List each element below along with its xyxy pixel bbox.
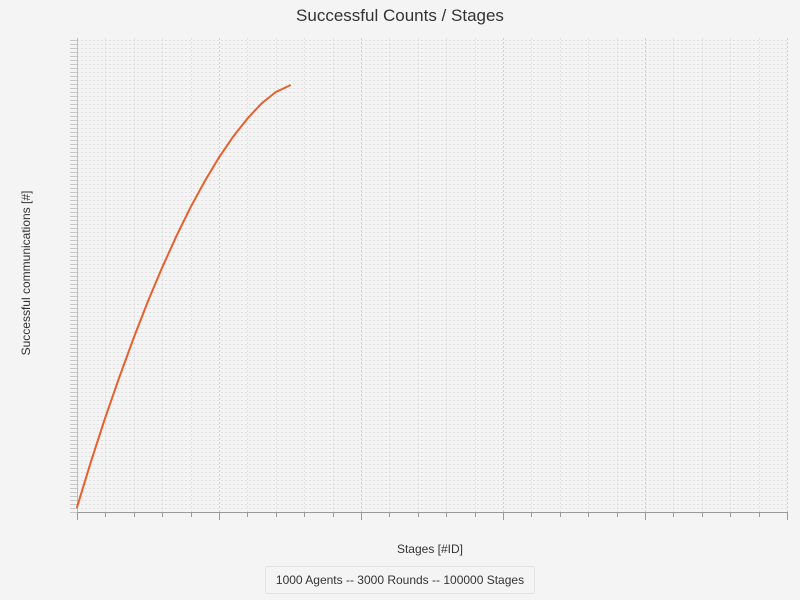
chart-title: Successful Counts / Stages	[296, 6, 504, 25]
series-line	[76, 84, 291, 509]
series-layer	[76, 84, 291, 509]
legend-item-label: 1000 Agents -- 3000 Rounds -- 100000 Sta…	[275, 573, 525, 587]
legend: 1000 Agents -- 3000 Rounds -- 100000 Sta…	[265, 566, 535, 594]
x-axis-label: Stages [#ID]	[396, 542, 464, 556]
gridlines	[77, 38, 788, 513]
axes	[70, 38, 788, 520]
